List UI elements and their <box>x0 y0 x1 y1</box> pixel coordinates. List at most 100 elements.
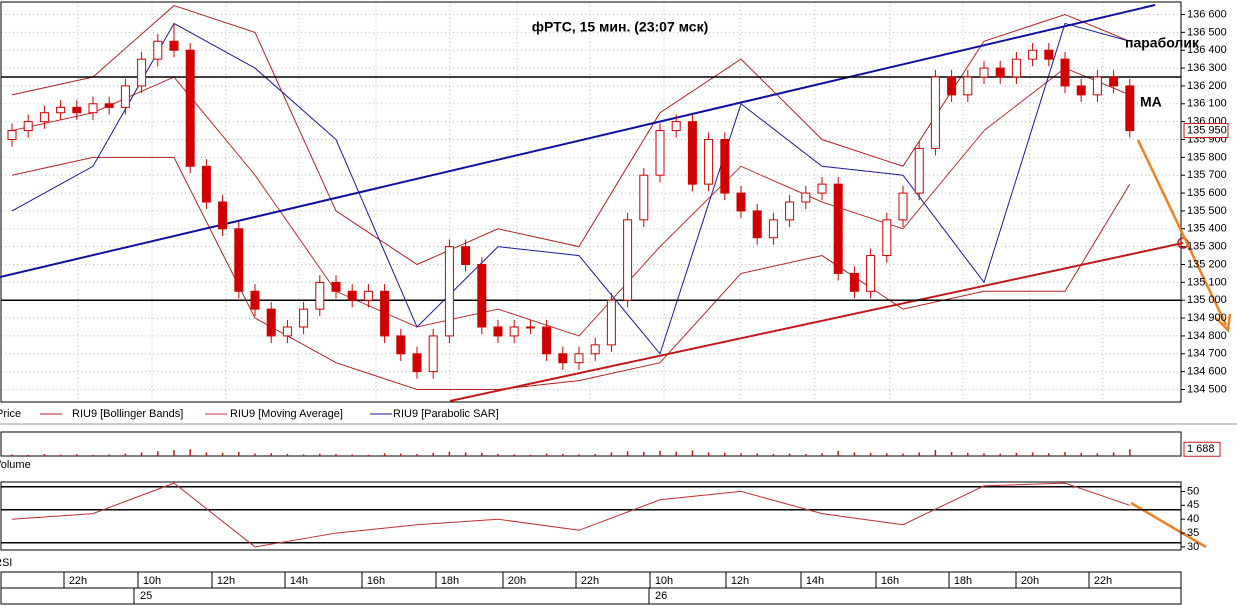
candle-body <box>1011 58 1021 78</box>
y-tick-label: 136 100 <box>1187 98 1227 110</box>
candle-body <box>169 40 179 51</box>
rsi-tick-label: 35 <box>1187 527 1199 539</box>
candle-body <box>1060 58 1070 87</box>
candle-body <box>331 281 341 292</box>
y-tick-label: 134 900 <box>1187 312 1227 324</box>
candle-body <box>1092 76 1102 96</box>
candle-body <box>461 246 471 265</box>
candle-body <box>153 40 163 60</box>
candle-body <box>720 139 730 194</box>
bollinger-lower <box>11 156 1131 390</box>
trend-line <box>449 242 1184 402</box>
y-tick-label: 135 700 <box>1187 169 1227 181</box>
candle-body <box>639 174 649 221</box>
candle-body <box>104 103 114 108</box>
y-tick-label: 135 600 <box>1187 187 1227 199</box>
candle-body <box>558 353 568 364</box>
x-tick-label: 18h <box>954 575 972 587</box>
candle-body <box>542 326 552 355</box>
candle-body <box>315 281 325 310</box>
rsi-plot <box>11 482 1130 548</box>
candle-body <box>623 219 633 301</box>
annotation: MA <box>1140 94 1162 110</box>
candle-body <box>137 58 147 87</box>
x-tick-label: 22h <box>1094 575 1112 587</box>
candle-body <box>655 130 665 176</box>
candle-body <box>299 308 309 328</box>
candle-body <box>7 130 17 140</box>
candle-body <box>218 201 228 230</box>
candle-body <box>979 67 989 78</box>
candle-body <box>1028 49 1038 60</box>
x-tick-label: 20h <box>1021 575 1039 587</box>
x-tick-label: 20h <box>508 575 526 587</box>
candle-body <box>849 272 859 292</box>
candle-body <box>606 299 616 346</box>
legend-label: Price <box>0 408 21 420</box>
candle-body <box>266 308 276 337</box>
bollinger-upper <box>11 5 1130 266</box>
candle-body <box>39 112 49 123</box>
candle-body <box>866 255 876 292</box>
arrow-head <box>1215 313 1232 333</box>
candle-body <box>995 67 1005 78</box>
date-label: 25 <box>140 590 152 602</box>
y-tick-label: 135 200 <box>1187 258 1227 270</box>
parabolic-sar <box>11 22 1130 355</box>
x-tick-label: 14h <box>806 575 824 587</box>
candle-body <box>574 353 584 364</box>
candle-body <box>671 121 681 132</box>
y-tick-label: 134 500 <box>1187 383 1227 395</box>
x-tick-label: 18h <box>441 575 459 587</box>
candle-body <box>817 183 827 194</box>
last-price-label: 135 950 <box>1187 124 1227 136</box>
candle-body <box>396 335 406 355</box>
candle-body <box>493 326 503 337</box>
y-tick-label: 135 800 <box>1187 151 1227 163</box>
x-tick-label: 16h <box>881 575 899 587</box>
candle-body <box>1076 85 1086 96</box>
annotation: параболик <box>1125 35 1200 51</box>
candle-body <box>72 106 82 114</box>
candle-body <box>88 103 98 114</box>
y-tick-label: 135 000 <box>1187 294 1227 306</box>
candle-body <box>282 326 292 337</box>
candle-body <box>947 76 957 96</box>
rsi-tick-label: 30 <box>1187 541 1199 553</box>
candle-body <box>525 326 535 329</box>
legend-label: RIU9 [Moving Average] <box>230 408 343 420</box>
price-pane-frame <box>0 1 1182 403</box>
rsi-line <box>11 482 1130 548</box>
pane-label: RSI <box>0 557 12 569</box>
x-tick-label: 22h <box>69 575 87 587</box>
y-tick-label: 135 400 <box>1187 223 1227 235</box>
moving-average <box>11 67 1130 337</box>
x-tick-label: 22h <box>581 575 599 587</box>
candle-body <box>963 76 973 96</box>
candle-body <box>914 147 924 194</box>
candle-body <box>833 183 843 274</box>
x-tick-label: 16h <box>367 575 385 587</box>
x-tick-label: 14h <box>290 575 308 587</box>
candle-body <box>1125 85 1135 132</box>
candle-body <box>752 210 762 239</box>
arrow <box>1136 139 1228 326</box>
candle-body <box>1044 49 1054 60</box>
legend-label: RIU9 [Parabolic SAR] <box>393 408 499 420</box>
candle-body <box>444 246 454 337</box>
candle-body <box>185 49 195 167</box>
candle-body <box>898 192 908 221</box>
candle-body <box>687 121 697 185</box>
last-price-box <box>1183 123 1229 139</box>
candle-body <box>1109 76 1119 87</box>
rsi-tick-label: 45 <box>1187 499 1199 511</box>
volume-last-box <box>1183 441 1221 457</box>
candle-body <box>704 139 714 185</box>
y-tick-label: 135 500 <box>1187 205 1227 217</box>
x-tick-label: 10h <box>655 575 673 587</box>
candle-body <box>234 228 244 292</box>
y-tick-label: 136 300 <box>1187 62 1227 74</box>
candle-body <box>23 121 33 132</box>
candle-body <box>882 219 892 257</box>
